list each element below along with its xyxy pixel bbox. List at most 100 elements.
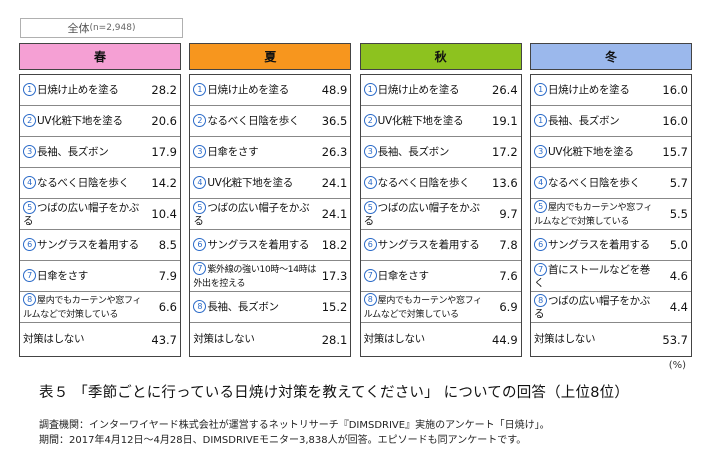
table-row: 5 つばの広い帽子をかぶる 24.1	[190, 199, 351, 230]
row-label-cell: 3 UV化粧下地を塗る	[533, 145, 658, 159]
percent-value: 20.6	[151, 114, 177, 128]
percent-value: 17.9	[151, 145, 177, 159]
rank-badge: 3	[23, 145, 36, 158]
rank-badge: 6	[193, 238, 207, 251]
rank-badge: 4	[363, 176, 377, 189]
rank-badge: 6	[533, 238, 547, 251]
measure-label: 日傘をさす	[377, 270, 429, 282]
percent-value: 4.6	[669, 269, 688, 283]
rank-badge: 3	[363, 145, 377, 158]
measure-label: つばの広い帽子をかぶる	[363, 201, 480, 227]
table-row: 1 日焼け止めを塗る 28.2	[20, 75, 180, 106]
percent-value: 17.2	[492, 145, 518, 159]
rank-badge: 8	[533, 293, 547, 307]
table-row: 3 UV化粧下地を塗る 15.7	[530, 137, 691, 168]
table-row: 1 長袖、長ズボン 16.0	[530, 106, 691, 137]
rank-badge: 4	[193, 176, 207, 189]
percent-value: 19.1	[492, 114, 518, 128]
row-label-cell: 2 なるべく日陰を歩く	[193, 114, 317, 128]
rank-badge: 1	[533, 83, 547, 96]
rank-badge: 7	[23, 269, 36, 282]
table-row: 8 つばの広い帽子をかぶる 4.4	[530, 292, 691, 323]
percent-value: 24.1	[321, 176, 348, 190]
percent-value: 8.5	[158, 238, 177, 252]
rank-badge: 8	[363, 292, 377, 306]
row-label-cell: 1 日焼け止めを塗る	[23, 83, 147, 97]
percent-value: 6.6	[158, 300, 177, 314]
measure-label: なるべく日陰を歩く	[37, 177, 129, 189]
table-row: 7 首にストールなどを巻く 4.6	[530, 261, 691, 292]
rank-badge: 3	[533, 145, 547, 158]
table-row: 7 紫外線の強い10時～14時は外出を控える 17.3	[190, 261, 351, 292]
row-label-cell: 4 UV化粧下地を塗る	[193, 176, 317, 190]
season-column: 夏 1 日焼け止めを塗る 48.9 2 なるべく日陰を歩く 36.5 3 日傘をさす 26.3 4 U…	[189, 43, 352, 357]
measure-label: 日焼け止めを塗る	[207, 84, 289, 96]
row-label-cell: 7 日傘をさす	[363, 269, 488, 283]
no-action-label: 対策はしない	[23, 333, 85, 345]
rank-badge: 2	[363, 114, 377, 127]
table-row: 3 長袖、長ズボン 17.2	[360, 137, 521, 168]
measure-label: 屋内でもカーテンや窓フィルムなどで対策している	[23, 295, 142, 320]
percent-value: 16.0	[662, 114, 688, 128]
row-label-cell: 7 紫外線の強い10時～14時は外出を控える	[193, 261, 317, 291]
row-label-cell: 6 サングラスを着用する	[533, 238, 658, 252]
measure-label: つばの広い帽子をかぶる	[193, 201, 310, 227]
no-action-value: 44.9	[492, 332, 518, 347]
source-note: 調査機関：インターワイヤード株式会社が運営するネットリサーチ『DIMSDRIVE…	[39, 420, 550, 431]
total-n: (n=2,948)	[89, 23, 136, 33]
percent-value: 10.4	[151, 207, 177, 221]
rank-badge: 8	[23, 292, 36, 306]
measure-label: 長袖、長ズボン	[37, 146, 109, 158]
table-row: 5 つばの広い帽子をかぶる 10.4	[20, 199, 180, 230]
row-label-cell: 5 つばの広い帽子をかぶる	[23, 200, 147, 228]
measure-label: 屋内でもカーテンや窓フィルムなどで対策している	[533, 202, 653, 227]
measure-label: 首にストールなどを巻く	[533, 263, 650, 289]
no-action-row: 対策はしない 43.7	[20, 323, 180, 356]
rank-badge: 5	[23, 200, 36, 214]
row-label-cell: 8 屋内でもカーテンや窓フィルムなどで対策している	[363, 292, 488, 322]
table-row: 4 なるべく日陰を歩く 13.6	[360, 168, 521, 199]
table-row: 5 つばの広い帽子をかぶる 9.7	[360, 199, 521, 230]
percent-value: 7.9	[158, 269, 177, 283]
row-label-cell: 3 長袖、長ズボン	[363, 145, 488, 159]
table-row: 6 サングラスを着用する 7.8	[360, 230, 521, 261]
measure-label: UV化粧下地を塗る	[377, 115, 464, 127]
percent-value: 9.7	[499, 207, 518, 221]
measure-label: 紫外線の強い10時～14時は外出を控える	[193, 264, 317, 289]
rank-badge: 7	[193, 261, 207, 275]
percent-value: 15.7	[662, 145, 688, 159]
measure-label: UV化粧下地を塗る	[37, 115, 123, 127]
measure-label: 長袖、長ズボン	[377, 146, 450, 158]
percent-value: 6.9	[499, 300, 518, 314]
measure-label: 長袖、長ズボン	[207, 301, 279, 313]
season-table: 1 日焼け止めを塗る 48.9 2 なるべく日陰を歩く 36.5 3 日傘をさす 26.3 4 UV…	[189, 74, 352, 357]
rank-badge: 3	[193, 145, 207, 158]
table-row: 1 日焼け止めを塗る 26.4	[360, 75, 521, 106]
measure-label: 日焼け止めを塗る	[377, 84, 460, 96]
percent-value: 13.6	[492, 176, 518, 190]
percent-value: 18.2	[321, 238, 348, 252]
season-table: 1 日焼け止めを塗る 28.2 2 UV化粧下地を塗る 20.6 3 長袖、長ズボン 17.9 4…	[19, 74, 181, 357]
row-label-cell: 1 日焼け止めを塗る	[533, 83, 658, 97]
percent-value: 26.4	[492, 83, 518, 97]
rank-badge: 1	[193, 83, 207, 96]
no-action-value: 28.1	[321, 332, 348, 347]
season-column: 秋 1 日焼け止めを塗る 26.4 2 UV化粧下地を塗る 19.1 3 長袖、長ズボン 17.2…	[359, 43, 522, 357]
percent-value: 7.8	[499, 238, 518, 252]
no-action-value: 43.7	[151, 332, 177, 347]
percent-value: 5.7	[669, 176, 688, 190]
measure-label: サングラスを着用する	[377, 239, 480, 251]
season-column: 冬 1 日焼け止めを塗る 16.0 1 長袖、長ズボン 16.0 3 UV化粧下地を塗る 15.7…	[529, 43, 692, 357]
row-label-cell: 7 首にストールなどを巻く	[533, 262, 658, 290]
measure-label: つばの広い帽子をかぶる	[533, 294, 650, 320]
table-row: 3 日傘をさす 26.3	[190, 137, 351, 168]
measure-label: なるべく日陰を歩く	[207, 115, 300, 127]
row-label-cell: 3 日傘をさす	[193, 145, 317, 159]
percent-value: 15.2	[321, 300, 348, 314]
rank-badge: 7	[533, 262, 547, 276]
rank-badge: 6	[363, 238, 377, 251]
row-label-cell: 2 UV化粧下地を塗る	[23, 114, 147, 128]
table-row: 2 UV化粧下地を塗る 20.6	[20, 106, 180, 137]
row-label-cell: 8 屋内でもカーテンや窓フィルムなどで対策している	[23, 292, 147, 322]
table-row: 6 サングラスを着用する 18.2	[190, 230, 351, 261]
